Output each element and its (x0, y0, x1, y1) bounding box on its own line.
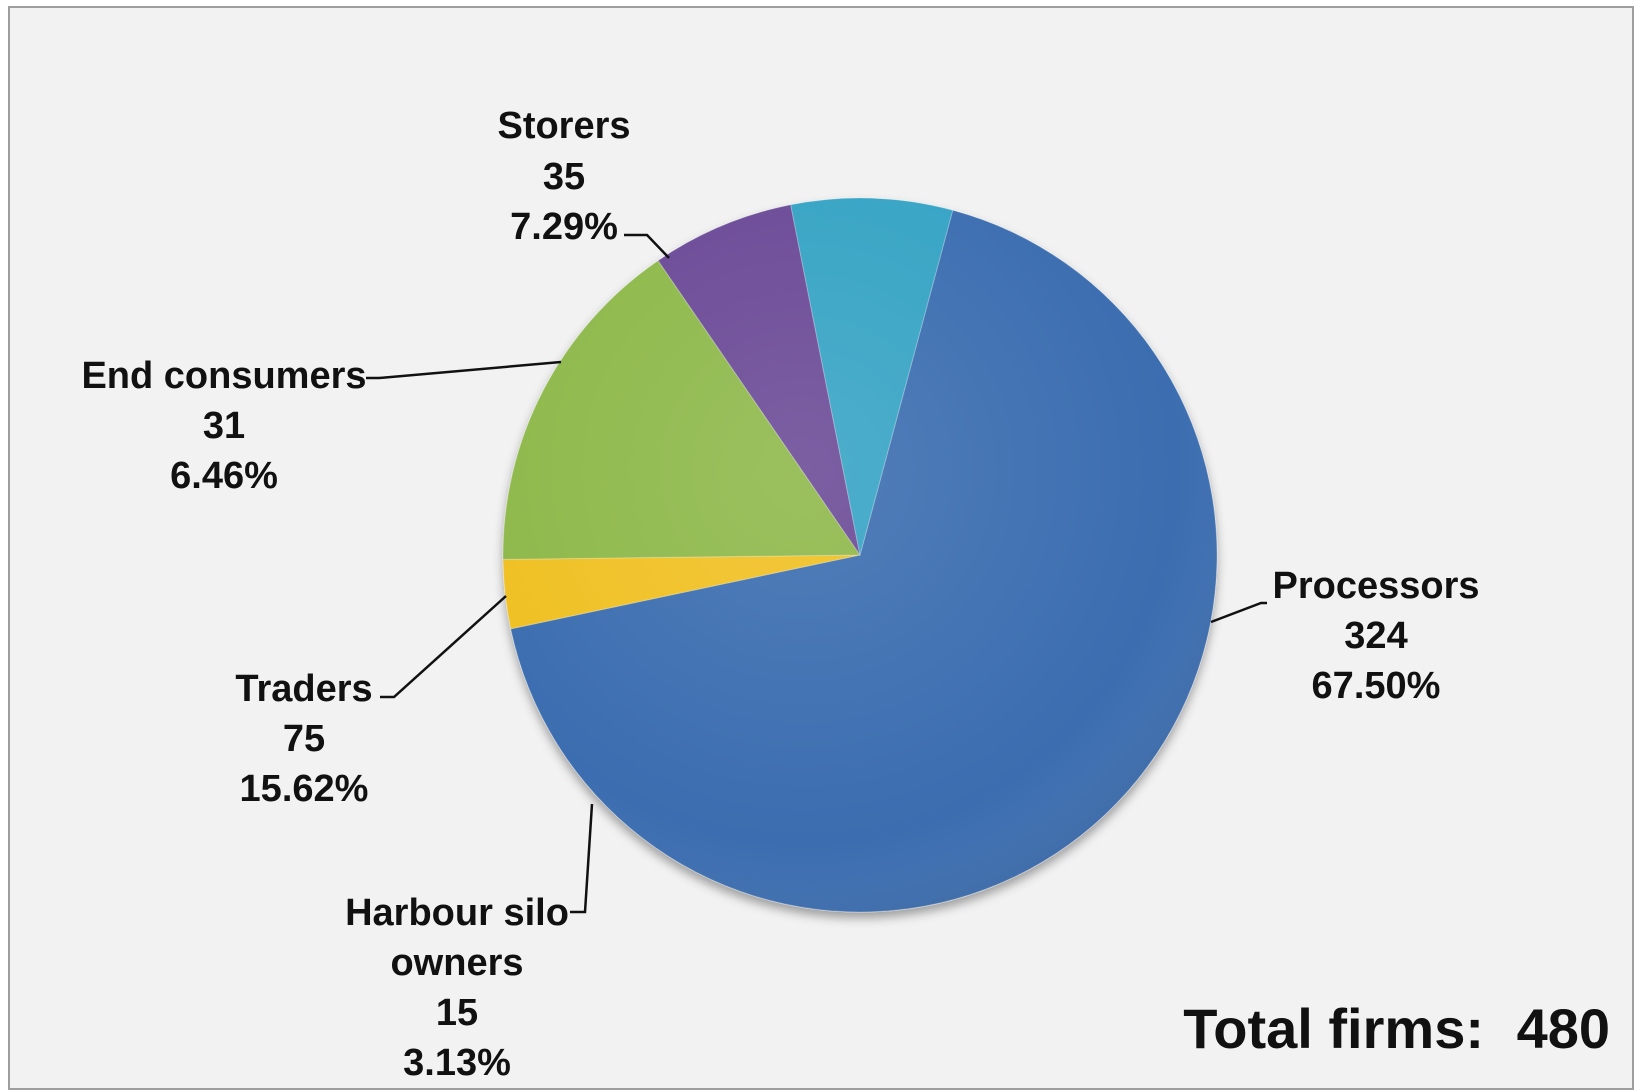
leader-line-traders (380, 595, 507, 699)
label-harbour-line1: Harbour silo (345, 892, 569, 934)
label-processors: Processors (1272, 565, 1479, 607)
label-harbour-line2: owners (390, 942, 523, 984)
percent-endconsumers: 6.46% (170, 455, 278, 497)
count-processors: 324 (1344, 615, 1407, 657)
percent-traders: 15.62% (240, 768, 369, 810)
total-firms-value: 480 (1517, 997, 1610, 1060)
leader-line-storers (624, 233, 670, 259)
percent-storers: 7.29% (510, 206, 618, 248)
leader-line-endconsumers (366, 360, 562, 380)
percent-processors: 67.50% (1312, 665, 1441, 707)
label-storers: Storers (497, 105, 630, 147)
count-endconsumers: 31 (203, 405, 245, 447)
label-endconsumers: End consumers (81, 355, 366, 397)
percent-harbour: 3.13% (403, 1042, 511, 1084)
leader-line-harbour (570, 803, 594, 914)
chart-frame: Processors 324 67.50% Harbour silo owner… (8, 6, 1634, 1090)
pie-chart: Processors 324 67.50% Harbour silo owner… (81, 105, 1610, 1084)
count-storers: 35 (543, 156, 585, 198)
count-traders: 75 (283, 718, 325, 760)
leader-line-processors (1210, 601, 1267, 624)
label-traders: Traders (235, 668, 372, 710)
total-firms-label: Total firms: (1183, 997, 1484, 1060)
count-harbour: 15 (436, 992, 478, 1034)
